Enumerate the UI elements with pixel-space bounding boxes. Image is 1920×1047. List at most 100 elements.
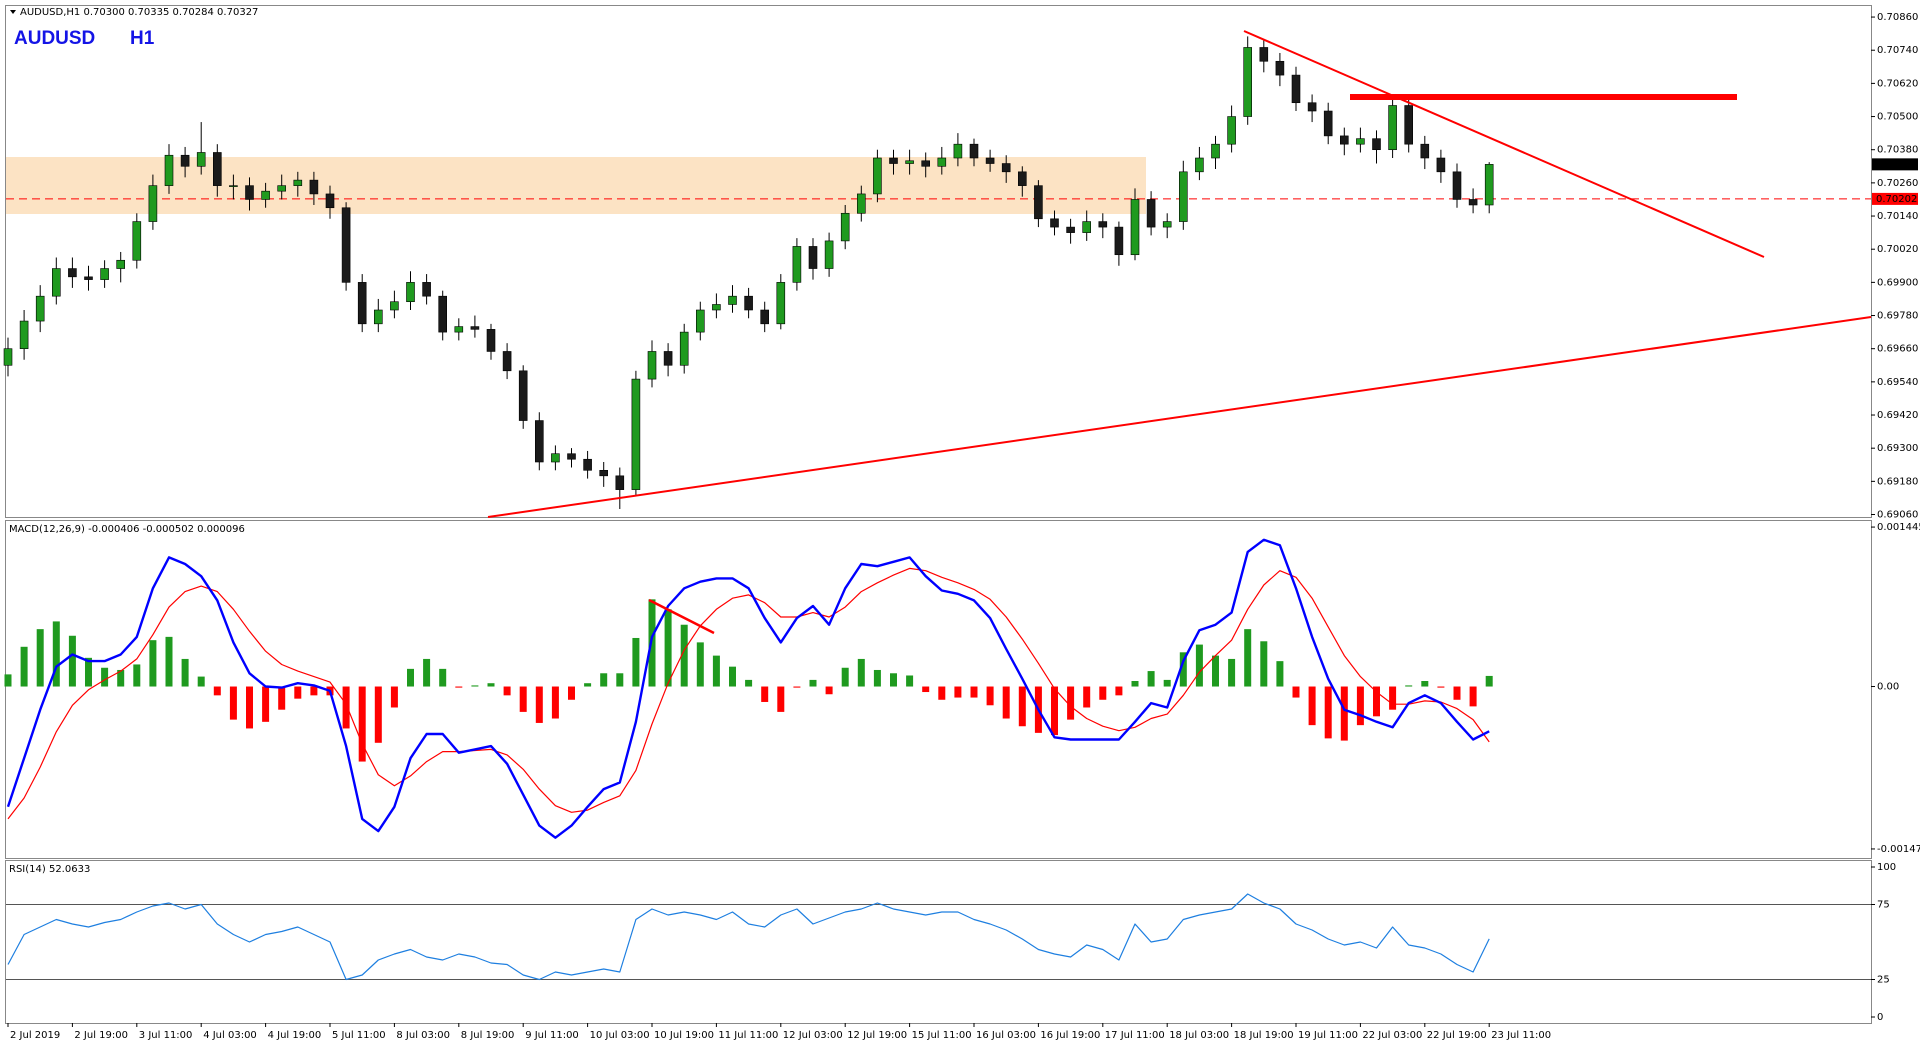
rsi-panel [5,860,1872,1024]
x-tick-label: 18 Jul 03:00 [1169,1030,1229,1041]
x-tick-label: 2 Jul 2019 [10,1030,60,1041]
y-tick-label: 0.70620 [1877,78,1918,89]
candle-body [164,154,174,186]
histogram-bar [825,686,833,695]
x-tick-label: 22 Jul 19:00 [1427,1030,1487,1041]
histogram-bar [246,686,253,729]
x-tick-label: 4 Jul 19:00 [268,1030,322,1041]
candle-body [1291,74,1301,104]
histogram-bar [906,675,914,687]
x-tick-label: 5 Jul 11:00 [332,1030,386,1041]
histogram-bar [632,637,640,687]
candle-body [744,295,753,311]
histogram-bar [938,686,946,700]
supply-zone [6,157,1146,214]
candle-body [116,259,125,269]
candle-body [631,378,641,490]
candle-body [534,420,544,463]
candle-body [1259,47,1269,62]
x-tick-label: 4 Jul 03:00 [203,1030,257,1041]
histogram-bar [712,655,720,687]
chart-header: AUDUSD,H1 0.70300 0.70335 0.70284 0.7032… [20,7,258,18]
histogram-bar [1147,671,1155,687]
histogram-bar [4,674,12,687]
histogram-bar [85,657,92,687]
histogram-bar [890,673,897,687]
candle-body [728,295,737,305]
rsi-line [7,893,1490,981]
x-tick-label: 22 Jul 03:00 [1362,1030,1422,1041]
x-tick-label: 23 Jul 11:00 [1491,1030,1551,1041]
histogram-bar [1067,686,1075,720]
level-label-box [1872,192,1918,205]
candle-body [969,143,979,159]
histogram-bar [471,685,479,687]
macd-line [6,538,1490,839]
candle-body [486,329,496,352]
y-tick-label: 0.69900 [1877,277,1918,288]
candle-body [1001,163,1011,173]
candle-body [1468,199,1478,206]
y-tick-label: 100 [1877,862,1896,873]
histogram-bar [101,667,109,687]
candle-body [1404,105,1413,145]
candle-body [406,282,415,303]
candle-body [261,190,270,200]
y-tick-label: 0.001445 [1877,522,1920,533]
histogram-bar [197,676,205,687]
histogram-bar [664,609,672,687]
down-trendline [1243,30,1765,258]
histogram-bar [1389,686,1397,710]
x-tick-label: 17 Jul 11:00 [1105,1030,1165,1041]
level-label: 0.70202 [1876,194,1917,205]
candle-body [985,157,995,164]
candle-body [148,185,158,222]
y-tick-label: 0.69060 [1877,510,1918,521]
x-tick-label: 2 Jul 19:00 [74,1030,128,1041]
y-tick-label: 0.69180 [1877,476,1918,487]
headers: AUDUSD,H1 0.70300 0.70335 0.70284 0.7032… [9,7,258,875]
candle-body [277,185,287,192]
histogram-bar [181,658,189,687]
last-price-box [1872,158,1918,171]
candle-body [921,160,931,167]
x-tick-label: 11 Jul 11:00 [718,1030,778,1041]
candle-body [551,453,560,463]
histogram-bar [374,686,382,743]
price-panel [5,5,1872,518]
candle-body [1146,199,1156,228]
histogram-bar [1340,686,1348,741]
histogram-bar [407,668,414,687]
candle-body [341,207,351,283]
histogram-bar [149,640,157,687]
candle-body [325,193,335,209]
histogram-bar [1356,686,1364,726]
histogram-bar [229,686,237,720]
histogram-bar [1244,629,1252,687]
histogram-bar [1308,686,1316,726]
candle-body [1275,60,1285,76]
x-tick-label: 9 Jul 11:00 [525,1030,579,1041]
candle-body [1034,185,1043,220]
x-tick-label: 15 Jul 11:00 [912,1030,972,1041]
candle-body [776,282,786,325]
macd-header: MACD(12,26,9) -0.000406 -0.000502 0.0000… [9,524,245,535]
macd-panel [5,520,1872,859]
histogram-bar [487,683,495,687]
candle-body [51,268,61,297]
histogram-bar [873,669,881,687]
histogram-bar [954,686,962,698]
histogram-bar [1083,686,1091,708]
candle-body [760,309,770,325]
histogram-bar [777,686,785,712]
candle-body [1436,157,1446,173]
histogram-bar [1212,655,1219,687]
histogram-bar [857,658,865,687]
histogram-bar [1453,686,1461,700]
candle-body [1452,171,1462,200]
histogram-bar [133,664,141,687]
candle-body [213,152,222,186]
x-tick-label: 8 Jul 03:00 [396,1030,450,1041]
candle-body [840,212,850,242]
histogram-bar [310,686,318,696]
